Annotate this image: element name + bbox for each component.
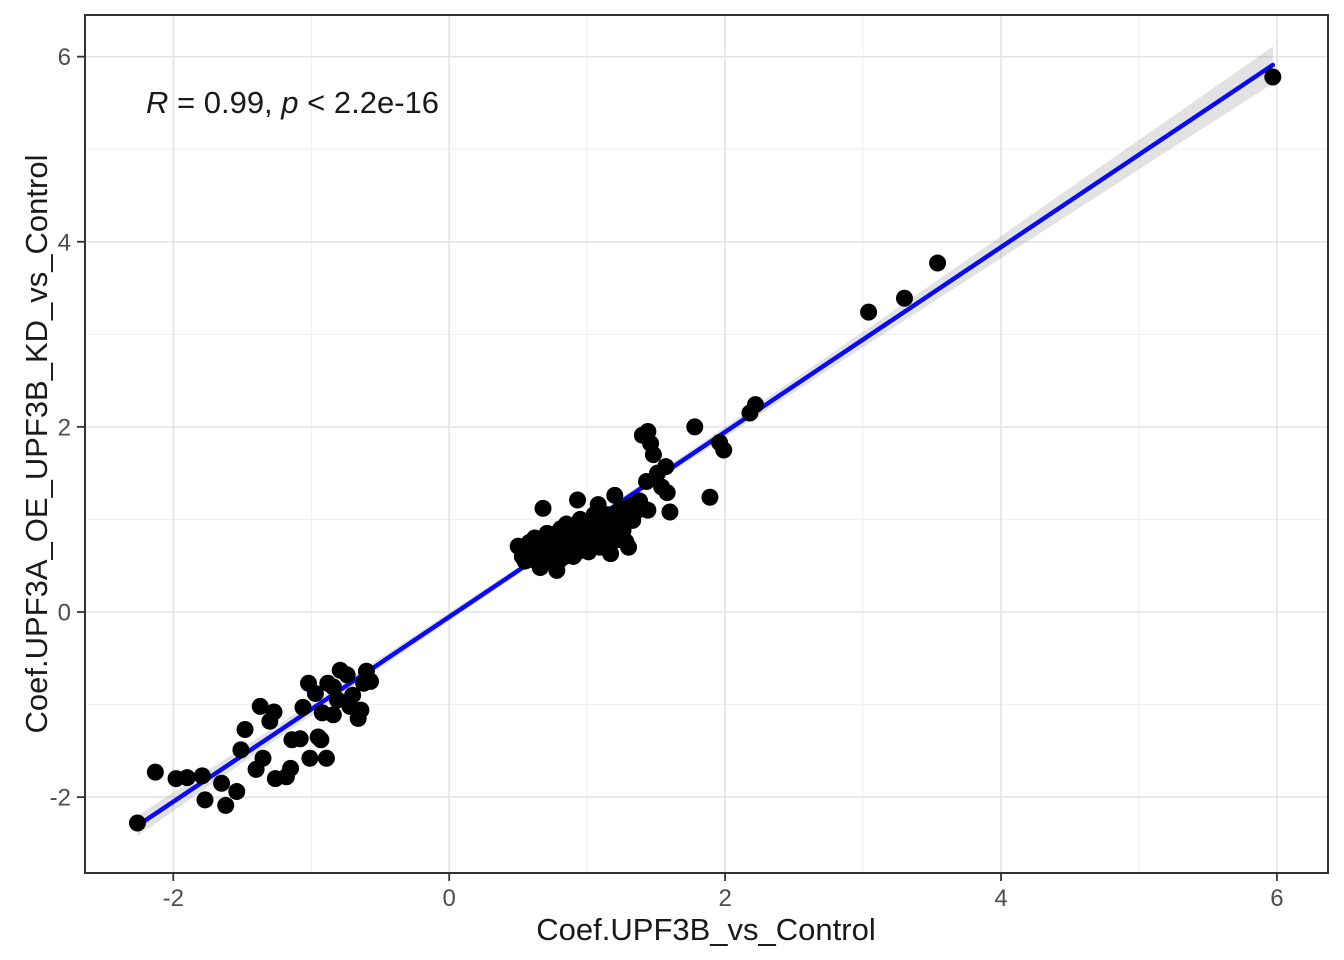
data-point — [178, 769, 196, 787]
x-tick-label: 4 — [994, 885, 1007, 912]
data-point — [589, 496, 607, 514]
data-point — [254, 749, 272, 767]
data-point — [291, 730, 309, 748]
data-point — [701, 488, 719, 506]
data-point — [306, 684, 324, 702]
data-point — [639, 501, 657, 519]
data-point — [344, 686, 362, 704]
x-tick-label: 0 — [443, 885, 456, 912]
x-tick-label: 2 — [718, 885, 731, 912]
p-label: p — [281, 85, 299, 120]
data-point — [661, 503, 679, 521]
data-point — [602, 545, 620, 563]
data-point — [860, 303, 878, 321]
p-value-text: < 2.2e-16 — [298, 85, 439, 120]
y-tick-label: 4 — [58, 229, 71, 256]
data-point — [686, 418, 704, 436]
data-point — [146, 763, 164, 781]
x-axis-title: Coef.UPF3B_vs_Control — [536, 912, 876, 947]
regression-line — [135, 62, 1276, 829]
data-point — [232, 741, 250, 759]
data-point — [193, 767, 211, 785]
y-tick-label: -2 — [50, 785, 71, 812]
data-point — [213, 774, 231, 792]
data-point — [324, 706, 342, 724]
y-axis-title: Coef.UPF3A_OE_UPF3B_KD_vs_Control — [19, 154, 54, 734]
data-point — [217, 796, 235, 814]
data-point — [338, 666, 356, 684]
data-point — [929, 254, 947, 272]
data-point — [746, 396, 764, 414]
data-point — [317, 749, 335, 767]
panel-border — [84, 14, 1329, 874]
r-value-text: = 0.99, — [168, 85, 282, 120]
data-point — [624, 511, 642, 529]
data-point — [658, 484, 676, 502]
y-tick-label: 6 — [58, 44, 71, 71]
y-tick-label: 2 — [58, 414, 71, 441]
data-point — [196, 791, 214, 809]
data-point — [352, 701, 370, 719]
data-point — [228, 783, 246, 801]
data-point — [236, 721, 254, 739]
data-point — [301, 749, 319, 767]
data-point — [534, 499, 552, 517]
data-point — [282, 759, 300, 777]
correlation-annotation: R = 0.99, p < 2.2e-16 — [146, 85, 439, 121]
confidence-band — [137, 46, 1273, 836]
data-point — [294, 698, 312, 716]
data-point — [644, 446, 662, 464]
r-label: R — [146, 85, 169, 120]
data-point — [895, 289, 913, 307]
data-point — [569, 491, 587, 509]
x-tick-label: -2 — [163, 885, 184, 912]
data-point — [265, 703, 283, 721]
data-point — [657, 458, 675, 476]
data-point — [362, 672, 380, 690]
data-point — [312, 731, 330, 749]
data-point — [1264, 68, 1282, 86]
data-point — [128, 814, 146, 832]
data-point — [715, 441, 733, 459]
x-tick-label: 6 — [1270, 885, 1283, 912]
data-point — [606, 486, 624, 504]
y-tick-label: 0 — [58, 599, 71, 626]
data-point — [620, 538, 638, 556]
data-point — [324, 678, 342, 696]
data-point — [251, 697, 269, 715]
